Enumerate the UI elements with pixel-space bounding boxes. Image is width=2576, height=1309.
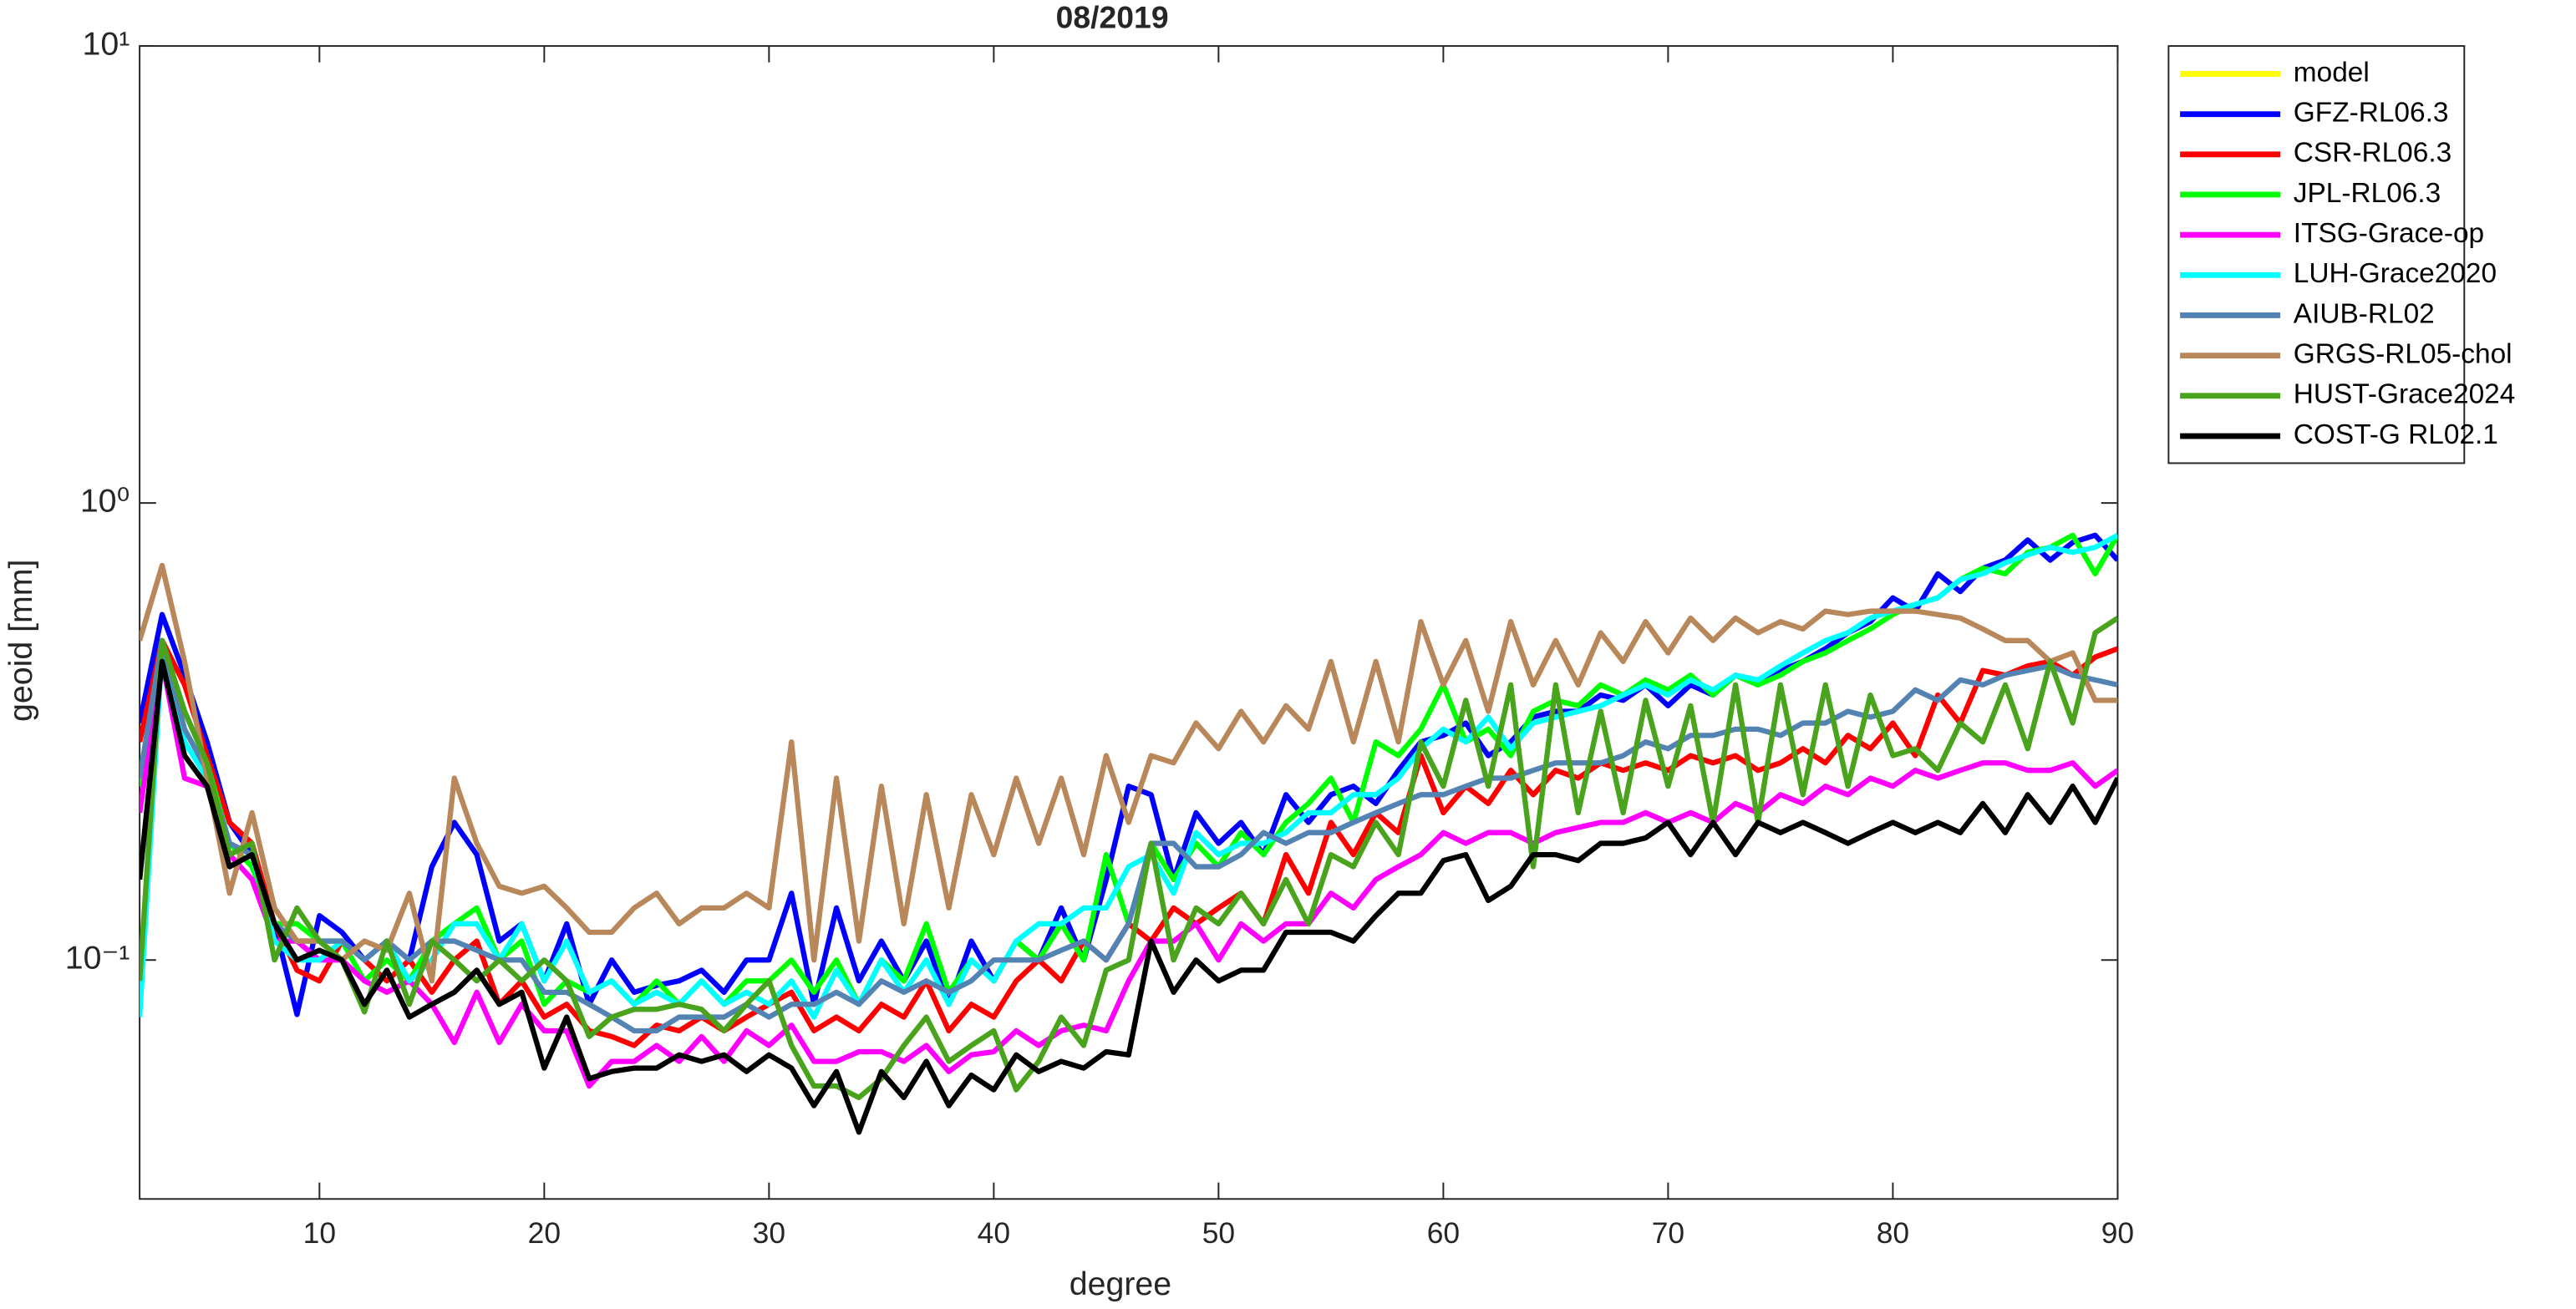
x-tick-label: 60 — [1427, 1217, 1460, 1250]
x-tick-label: 10 — [303, 1217, 336, 1250]
legend-label: GRGS-RL05-chol — [2294, 338, 2512, 369]
series-line — [140, 532, 2118, 1020]
legend-label: AIUB-RL02 — [2294, 298, 2435, 329]
chart-title: 08/2019 — [1056, 0, 1169, 34]
y-axis-label: geoid [mm] — [3, 560, 39, 722]
series-line — [140, 658, 2118, 1089]
x-tick-label: 20 — [528, 1217, 561, 1250]
y-tick-label: 10⁰ — [80, 483, 130, 520]
x-tick-label: 30 — [753, 1217, 785, 1250]
legend-label: LUH-Grace2020 — [2294, 258, 2497, 289]
x-tick-label: 40 — [978, 1217, 1010, 1250]
plot-area — [139, 45, 2119, 1200]
legend-label: CSR-RL06.3 — [2294, 138, 2452, 169]
legend-label: ITSG-Grace-op — [2294, 218, 2484, 249]
series-line — [140, 562, 2118, 984]
legend-label: JPL-RL06.3 — [2294, 178, 2441, 209]
series-line — [140, 658, 2118, 1135]
x-tick-label: 80 — [1877, 1217, 1909, 1250]
series-line — [140, 532, 2118, 1017]
x-tick-label: 50 — [1202, 1217, 1235, 1250]
y-tick-label: 10¹ — [83, 25, 130, 62]
legend-label: COST-G RL02.1 — [2294, 419, 2498, 450]
x-axis-label: degree — [1070, 1266, 1171, 1302]
y-tick-label: 10⁻¹ — [65, 940, 130, 977]
x-tick-label: 90 — [2101, 1217, 2134, 1250]
legend-box — [2167, 45, 2466, 464]
x-tick-label: 70 — [1652, 1217, 1684, 1250]
legend-label: GFZ-RL06.3 — [2294, 97, 2449, 128]
legend-label: HUST-Grace2024 — [2294, 379, 2516, 410]
legend-label: model — [2294, 57, 2370, 88]
